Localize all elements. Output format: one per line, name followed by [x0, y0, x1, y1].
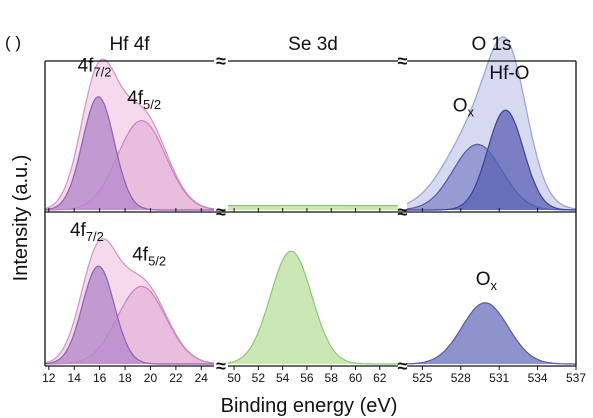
region-title-1: Se 3d: [288, 34, 338, 55]
x-tick-label: 12: [42, 371, 56, 385]
x-axis-label: Binding energy (eV): [221, 395, 398, 417]
axis-break-mark: ≈: [216, 356, 226, 376]
spectrum-line-r1-s4: [407, 302, 576, 365]
x-tick-label: 525: [412, 371, 432, 385]
x-tick-label: 14: [68, 371, 82, 385]
x-tick-label: 531: [489, 371, 509, 385]
spectrum-line-r1-s2: [44, 265, 214, 365]
peak-label-r0-1: 4f5/2: [127, 88, 161, 112]
spectrum-fill-r1-s3: [228, 251, 398, 364]
x-tick-label: 54: [276, 371, 290, 385]
peak-label-r0-3: Hf-O: [489, 63, 529, 84]
axis-break-mark: ≈: [398, 51, 408, 71]
peak-label-r0-0: 4f7/2: [78, 55, 112, 79]
x-tick-label: 16: [93, 371, 107, 385]
x-tick-label: 528: [451, 371, 471, 385]
peak-label-r1-0: 4f7/2: [70, 220, 104, 244]
x-tick-label: 56: [300, 371, 314, 385]
region-title-0: Hf 4f: [109, 34, 150, 55]
y-axis-label: Intensity (a.u.): [10, 155, 32, 282]
peak-label-r0-2: Ox: [453, 96, 475, 120]
spectrum-line-r0-s2: [44, 96, 214, 211]
axis-break-mark: ≈: [398, 202, 408, 222]
x-tick-label: 60: [349, 371, 363, 385]
spectrum-fill-r1-s2: [45, 266, 214, 364]
panel-letter: ( ): [5, 33, 21, 52]
x-tick-label: 537: [566, 371, 586, 385]
region-title-2: O 1s: [471, 34, 511, 55]
x-tick-label: 22: [169, 371, 183, 385]
axis-break-mark: ≈: [216, 51, 226, 71]
peak-label-r1-1: 4f5/2: [132, 245, 166, 269]
axis-break-mark: ≈: [398, 356, 408, 376]
x-tick-label: 20: [144, 371, 158, 385]
x-tick-label: 18: [118, 371, 132, 385]
axis-break-mark: ≈: [216, 202, 226, 222]
spectrum-line-r0-s4: [406, 36, 577, 210]
x-tick-label: 58: [325, 371, 339, 385]
spectrum-line-r1-s3: [227, 250, 398, 365]
peak-label-r1-2: Ox: [476, 269, 498, 293]
spectrum-line-r0-s0: [44, 58, 215, 210]
spectrum-fill-r0-s6: [407, 110, 576, 210]
x-tick-label: 50: [227, 371, 241, 385]
x-tick-label: 534: [528, 371, 548, 385]
spectrum-fill-r0-s4: [407, 36, 576, 211]
spectrum-fill-r0-s1: [45, 120, 214, 210]
spectrum-fill-r1-s4: [407, 302, 576, 364]
x-tick-label: 52: [252, 371, 266, 385]
spectrum-fill-r0-s2: [45, 96, 214, 210]
spectrum-fill-r1-s1: [45, 286, 214, 364]
x-tick-label: 24: [195, 371, 209, 385]
x-tick-label: 62: [373, 371, 387, 385]
spectrum-line-r0-s6: [407, 109, 577, 211]
